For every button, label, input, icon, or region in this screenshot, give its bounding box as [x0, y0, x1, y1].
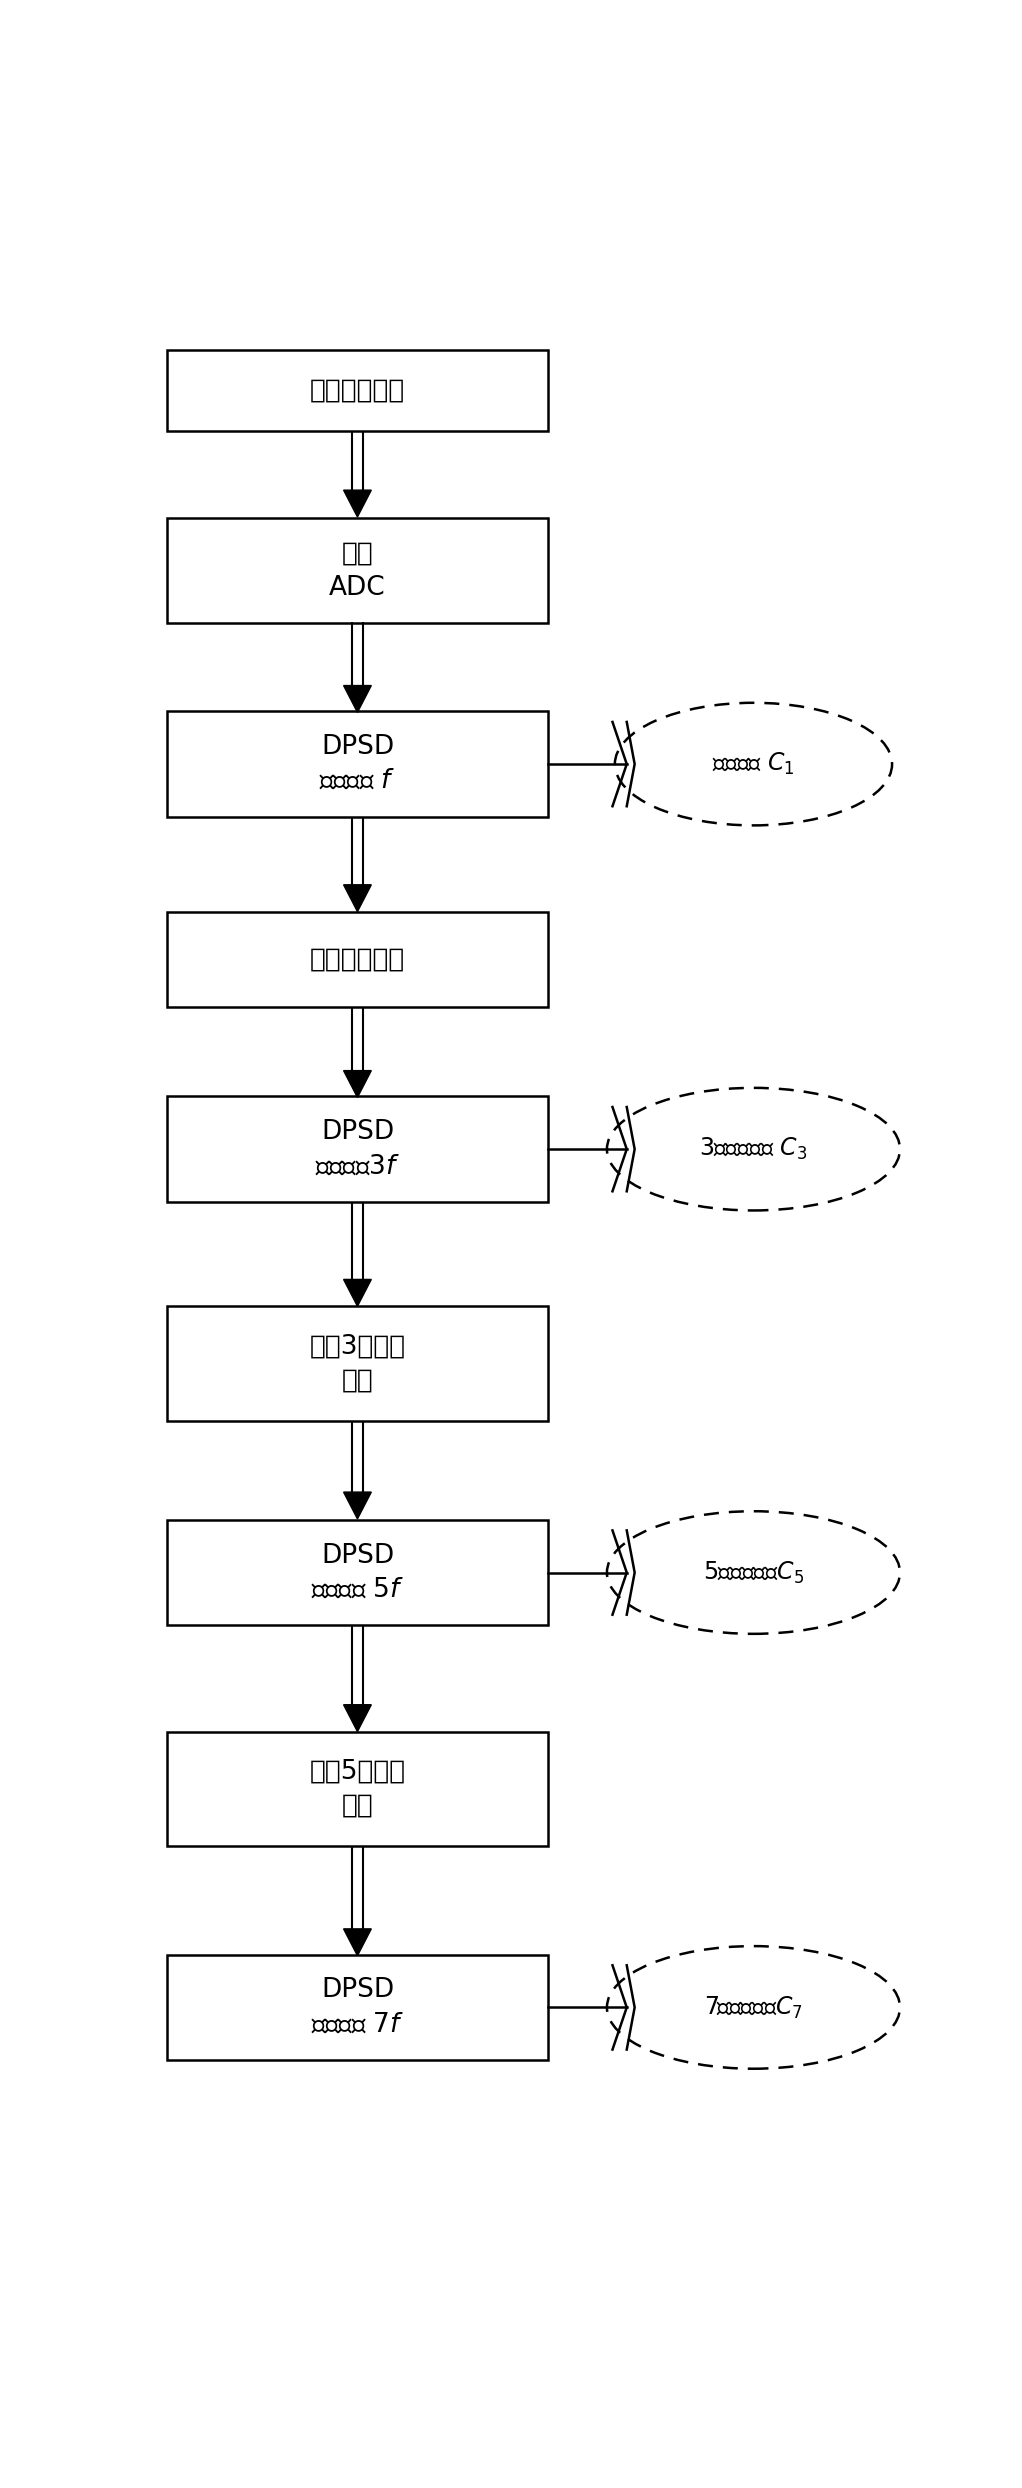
Text: 滤除3次谐波
分量: 滤除3次谐波 分量 — [310, 1334, 406, 1393]
FancyBboxPatch shape — [168, 1520, 548, 1625]
Text: DPSD
参考频率$3f$: DPSD 参考频率$3f$ — [315, 1120, 400, 1179]
Text: 采样
ADC: 采样 ADC — [329, 540, 385, 600]
FancyBboxPatch shape — [168, 911, 548, 1008]
Polygon shape — [343, 1493, 371, 1518]
Text: DPSD
参考频率 $5f$: DPSD 参考频率 $5f$ — [311, 1543, 404, 1602]
Ellipse shape — [607, 1946, 900, 2068]
Ellipse shape — [607, 1087, 900, 1212]
Text: 3次谐波幅值 $C_3$: 3次谐波幅值 $C_3$ — [699, 1137, 807, 1162]
FancyBboxPatch shape — [168, 1306, 548, 1421]
Text: 基波幅值 $C_1$: 基波幅值 $C_1$ — [712, 751, 795, 776]
Text: DPSD
参考频率 $f$: DPSD 参考频率 $f$ — [319, 734, 396, 794]
FancyBboxPatch shape — [168, 351, 548, 430]
Ellipse shape — [615, 702, 892, 826]
Polygon shape — [343, 1704, 371, 1732]
Polygon shape — [343, 490, 371, 518]
FancyBboxPatch shape — [168, 1956, 548, 2060]
Text: 滤除基波分量: 滤除基波分量 — [310, 945, 405, 973]
Ellipse shape — [607, 1510, 900, 1635]
FancyBboxPatch shape — [168, 1732, 548, 1846]
Text: 滤除5次谐波
分量: 滤除5次谐波 分量 — [310, 1759, 406, 1819]
Text: DPSD
参考频率 $7f$: DPSD 参考频率 $7f$ — [311, 1978, 404, 2038]
FancyBboxPatch shape — [168, 1097, 548, 1202]
Polygon shape — [343, 1070, 371, 1097]
Text: 7次谐波幅值$C_7$: 7次谐波幅值$C_7$ — [704, 1995, 803, 2020]
Text: 5次谐波幅值$C_5$: 5次谐波幅值$C_5$ — [703, 1560, 804, 1585]
Text: 磁化强度信号: 磁化强度信号 — [310, 378, 405, 403]
FancyBboxPatch shape — [168, 518, 548, 624]
Polygon shape — [343, 1928, 371, 1956]
Polygon shape — [343, 886, 371, 911]
Polygon shape — [343, 687, 371, 712]
FancyBboxPatch shape — [168, 712, 548, 816]
Polygon shape — [343, 1279, 371, 1306]
